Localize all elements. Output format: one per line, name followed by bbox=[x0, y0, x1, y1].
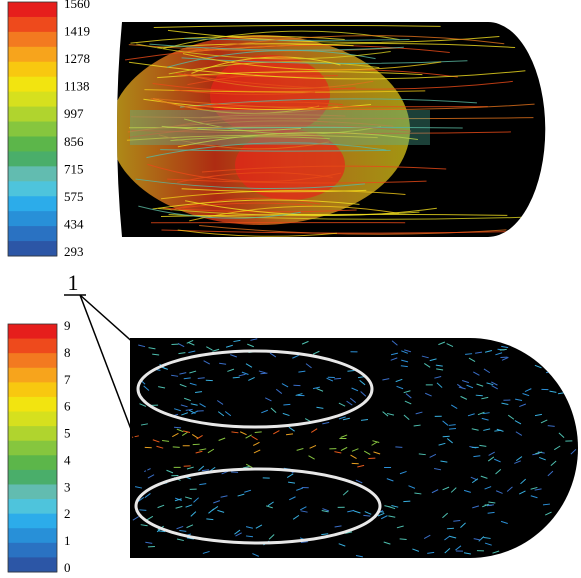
color-band bbox=[8, 368, 57, 383]
vector bbox=[533, 544, 540, 545]
colorbar-label: 9 bbox=[64, 318, 71, 333]
vector bbox=[564, 526, 571, 527]
colorbar-label: 293 bbox=[64, 244, 84, 259]
color-band bbox=[8, 441, 57, 456]
vector bbox=[233, 377, 240, 378]
vector bbox=[260, 373, 267, 374]
colorbar-label: 4 bbox=[64, 452, 71, 467]
vector bbox=[537, 547, 544, 548]
vector bbox=[400, 539, 407, 540]
colorbar-label: 434 bbox=[64, 216, 84, 231]
color-band bbox=[8, 136, 57, 151]
color-band bbox=[8, 122, 57, 137]
callout-label: 1 bbox=[68, 270, 79, 295]
figure: 1560 1419 1278 1138 997 856 715 575 434 293 9 8 7 6 5… bbox=[0, 0, 581, 578]
color-band bbox=[8, 77, 57, 92]
vector bbox=[139, 510, 146, 511]
color-band bbox=[8, 543, 57, 558]
vector bbox=[544, 547, 551, 548]
vector bbox=[533, 338, 540, 340]
colorbar-label: 0 bbox=[64, 560, 71, 575]
colorbar-label: 1278 bbox=[64, 51, 90, 66]
vector bbox=[173, 447, 180, 448]
color-band bbox=[8, 196, 57, 211]
color-band bbox=[8, 528, 57, 543]
color-band bbox=[8, 107, 57, 122]
colorbar-label: 1138 bbox=[64, 79, 90, 94]
color-band bbox=[8, 382, 57, 397]
vector bbox=[206, 519, 213, 520]
colorbar-label: 8 bbox=[64, 345, 71, 360]
vector bbox=[544, 340, 551, 342]
vector bbox=[543, 546, 549, 550]
vector bbox=[532, 550, 537, 555]
vector bbox=[255, 432, 262, 433]
color-band bbox=[8, 211, 57, 226]
colorbar-label: 1560 bbox=[64, 0, 90, 11]
vector bbox=[548, 426, 555, 427]
vector bbox=[567, 343, 572, 347]
color-band bbox=[8, 484, 57, 499]
color-band bbox=[8, 32, 57, 47]
color-band bbox=[8, 426, 57, 441]
vector bbox=[443, 436, 450, 437]
color-band bbox=[8, 339, 57, 354]
vector bbox=[568, 373, 574, 376]
vector bbox=[476, 395, 483, 396]
color-band bbox=[8, 181, 57, 196]
color-band bbox=[8, 92, 57, 107]
vector bbox=[565, 374, 571, 378]
colorbar-label: 997 bbox=[64, 106, 84, 121]
colorbar-label: 7 bbox=[64, 372, 71, 387]
colorbar-label: 6 bbox=[64, 399, 71, 414]
color-band bbox=[8, 353, 57, 368]
vector bbox=[283, 404, 290, 405]
colorbar-bottom: 9 8 7 6 5 4 3 2 1 0 bbox=[8, 318, 71, 575]
colorbar-label: 575 bbox=[64, 189, 84, 204]
vector bbox=[552, 525, 557, 529]
color-band bbox=[8, 17, 57, 32]
color-band bbox=[8, 499, 57, 514]
colorbar-label: 1419 bbox=[64, 24, 90, 39]
colorbar-top: 1560 1419 1278 1138 997 856 715 575 434 293 bbox=[8, 0, 90, 259]
color-band bbox=[8, 455, 57, 470]
color-band bbox=[8, 241, 57, 256]
vector bbox=[395, 447, 402, 448]
colorbar-label: 1 bbox=[64, 533, 71, 548]
colorbar-label: 715 bbox=[64, 161, 84, 176]
vector bbox=[447, 528, 454, 529]
color-band bbox=[8, 470, 57, 485]
color-band bbox=[8, 557, 57, 572]
vector bbox=[465, 354, 472, 355]
colorbar-label: 5 bbox=[64, 426, 71, 441]
color-band bbox=[8, 397, 57, 412]
color-band bbox=[8, 2, 57, 17]
color-band bbox=[8, 47, 57, 62]
color-band bbox=[8, 412, 57, 427]
color-band bbox=[8, 324, 57, 339]
colorbar-label: 3 bbox=[64, 479, 71, 494]
vector bbox=[568, 365, 575, 366]
colorbar-label: 856 bbox=[64, 134, 84, 149]
vector bbox=[449, 428, 456, 429]
vector bbox=[557, 342, 564, 343]
color-band bbox=[8, 226, 57, 241]
vector bbox=[174, 427, 181, 428]
color-band bbox=[8, 62, 57, 77]
color-band bbox=[8, 166, 57, 181]
color-band bbox=[8, 514, 57, 529]
vector bbox=[334, 378, 341, 379]
vector bbox=[500, 349, 507, 350]
color-band bbox=[8, 151, 57, 166]
colorbar-label: 2 bbox=[64, 506, 71, 521]
